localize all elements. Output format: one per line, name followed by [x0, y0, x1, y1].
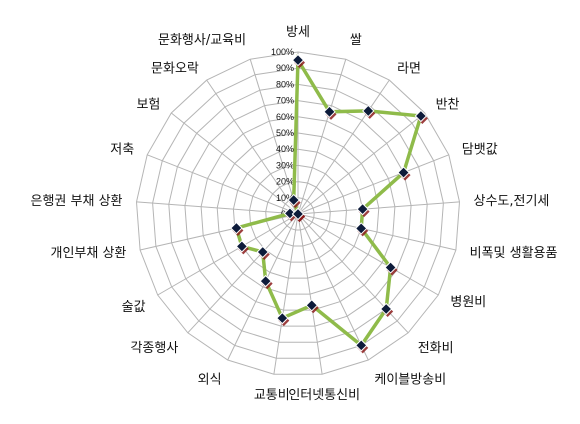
grid-spoke — [297, 59, 347, 215]
data-point — [356, 202, 370, 218]
grid-spoke — [297, 112, 426, 215]
grid-spoke — [157, 213, 299, 296]
category-label: 외식 — [198, 373, 222, 388]
grid-ring — [265, 181, 331, 247]
grid-ring — [152, 67, 444, 359]
data-point — [397, 166, 411, 181]
grid-spoke — [297, 213, 457, 251]
data-point — [259, 274, 273, 290]
grid-spoke — [297, 201, 460, 215]
tick-label: 30% — [276, 160, 294, 170]
grid-ring — [281, 197, 315, 231]
category-label: 인터넷통신비 — [288, 388, 360, 403]
grid-spoke — [297, 213, 439, 296]
grid-spoke — [187, 213, 299, 334]
data-point — [355, 339, 369, 354]
category-label: 보험 — [136, 97, 160, 112]
data-point — [287, 193, 301, 209]
series-markers — [230, 53, 428, 354]
tick-label: 80% — [276, 79, 294, 89]
tick-label: 10% — [276, 193, 294, 203]
grid-spoke — [206, 79, 299, 215]
tick-label: 60% — [276, 112, 294, 122]
grid — [135, 51, 461, 375]
data-point — [276, 311, 290, 327]
tick-labels: 0%10%20%30%40%50%60%70%80%90%100% — [271, 47, 294, 219]
data-point — [414, 109, 428, 125]
grid-ring — [232, 148, 364, 279]
category-label: 반찬 — [436, 97, 460, 112]
category-label: 저축 — [110, 143, 134, 158]
grid-spoke — [227, 213, 299, 361]
tick-label: 100% — [271, 47, 294, 57]
category-label: 개인부채 상환 — [50, 246, 126, 261]
category-label: 방세 — [286, 25, 310, 40]
grid-spoke — [249, 59, 299, 215]
category-label: 각종행사 — [130, 340, 178, 356]
category-label: 케이블방송비 — [374, 373, 446, 388]
grid-ring — [184, 100, 412, 327]
grid-spoke — [136, 201, 299, 215]
grid-spoke — [297, 213, 323, 375]
grid-ring — [216, 132, 380, 295]
data-point — [305, 299, 319, 314]
grid-spoke — [297, 79, 390, 215]
data-point — [291, 207, 305, 222]
grid-spoke — [297, 213, 369, 361]
data-point — [235, 240, 249, 255]
series-path — [234, 54, 424, 348]
category-label: 교통비 — [254, 388, 290, 403]
category-label: 문화오락 — [151, 62, 199, 77]
category-label: 비폭및 생활용품 — [470, 246, 558, 261]
grid-spoke — [273, 213, 299, 375]
grid-spoke — [297, 154, 449, 215]
category-label: 은행권 부채 상환 — [31, 193, 123, 209]
grid-spoke — [170, 112, 299, 215]
category-label: 문화행사/교육비 — [158, 32, 246, 48]
data-point — [230, 221, 244, 237]
tick-label: 40% — [276, 144, 294, 154]
tick-label: 90% — [276, 63, 294, 73]
category-label: 쌀 — [350, 33, 362, 48]
data-point — [323, 105, 337, 120]
grid-ring — [248, 164, 348, 263]
category-label: 담뱃값 — [462, 143, 498, 158]
category-label: 상수도,전기세 — [474, 194, 550, 209]
data-point — [362, 104, 376, 119]
data-point — [384, 261, 398, 276]
category-label: 라면 — [397, 62, 421, 77]
data-point — [291, 53, 305, 69]
category-label: 전화비 — [418, 341, 454, 356]
category-label: 술값 — [122, 300, 146, 315]
grid-ring — [135, 51, 461, 375]
grid-spoke — [147, 154, 299, 215]
series-line — [234, 54, 424, 348]
data-point — [256, 245, 270, 261]
tick-label: 70% — [276, 96, 294, 106]
data-point — [379, 302, 394, 318]
data-point — [354, 222, 369, 237]
category-label: 병원비 — [450, 295, 486, 310]
tick-label: 50% — [276, 128, 294, 138]
tick-label: 20% — [276, 177, 294, 187]
